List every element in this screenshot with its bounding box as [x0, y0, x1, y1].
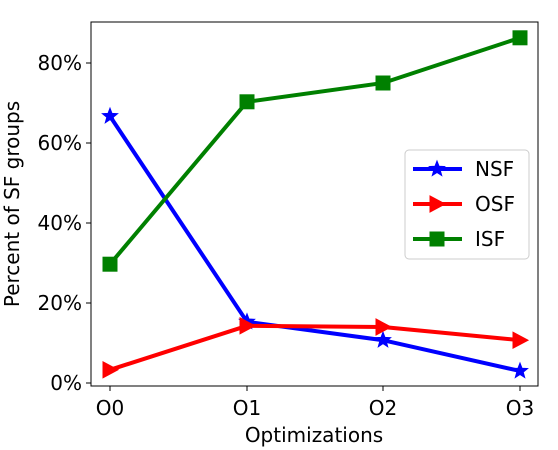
data-point-isf-o0 [102, 256, 118, 272]
data-point-osf-o1 [239, 316, 257, 335]
series-line-nsf [107, 113, 523, 374]
y-axis-label: Percent of SF groups [0, 101, 24, 307]
x-tick-label: O3 [506, 396, 534, 420]
legend-marker-nsf [428, 159, 446, 177]
data-point-osf-o3 [512, 331, 530, 350]
legend-marker-isf [429, 231, 445, 247]
data-point-isf-o3 [512, 30, 528, 46]
legend: NSF OSF ISF [404, 149, 530, 260]
x-axis-label: Optimizations [245, 423, 383, 447]
series-line-osf [107, 323, 523, 373]
y-tick-label: 20% [38, 291, 82, 315]
plot-frame [90, 21, 539, 387]
y-tick-label: 0% [50, 371, 82, 395]
legend-marker-osf [429, 195, 447, 213]
y-tick-label: 80% [38, 51, 82, 75]
legend-label-osf: OSF [475, 192, 515, 216]
legend-label-nsf: NSF [475, 157, 514, 181]
data-point-nsf-o2 [374, 330, 392, 348]
x-tick-label: O1 [233, 396, 261, 420]
data-point-osf-o2 [375, 318, 393, 336]
axes: 0% 20% 40% 60% 80% O0 O1 O2 O3 [38, 21, 539, 420]
y-tick-label: 40% [38, 211, 82, 235]
data-point-isf-o1 [239, 94, 255, 110]
x-tick-label: O0 [96, 396, 124, 420]
data-point-isf-o2 [375, 75, 391, 91]
data-point-osf-o0 [102, 360, 120, 379]
plot-area [101, 30, 530, 379]
data-point-nsf-o3 [511, 361, 529, 379]
legend-label-isf: ISF [475, 227, 505, 251]
x-tick-label: O2 [369, 396, 397, 420]
y-tick-label: 60% [38, 131, 82, 155]
series-line-isf [107, 35, 523, 268]
data-point-nsf-o0 [101, 106, 119, 124]
